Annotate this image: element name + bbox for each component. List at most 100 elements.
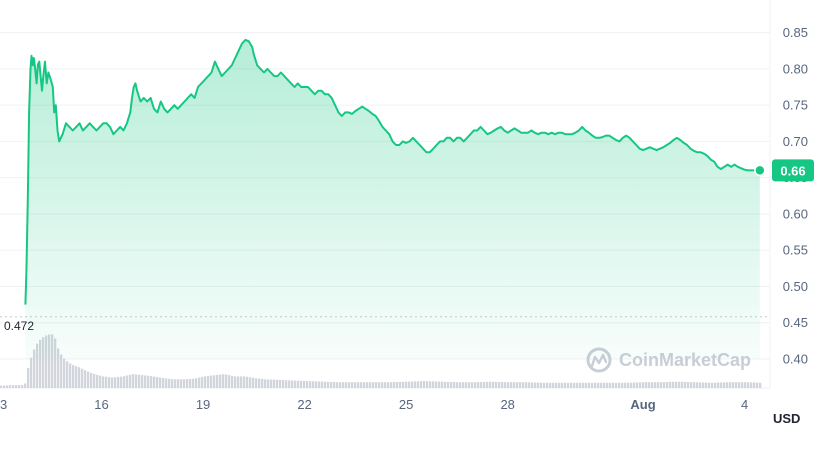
volume-bar — [561, 382, 564, 388]
volume-bar — [150, 376, 153, 388]
volume-bar — [267, 379, 270, 388]
volume-bar — [744, 382, 747, 388]
volume-bar — [462, 382, 465, 388]
volume-bar — [219, 374, 222, 388]
volume-bar — [72, 365, 75, 388]
volume-bar — [189, 378, 192, 388]
volume-bar — [348, 382, 351, 388]
volume-bar — [111, 377, 114, 388]
volume-bar — [33, 349, 36, 388]
volume-bar — [45, 335, 48, 388]
min-price-label: 0.472 — [4, 319, 34, 333]
y-tick-label: 0.55 — [783, 243, 808, 258]
volume-bar — [693, 382, 696, 388]
volume-bar — [153, 376, 156, 388]
volume-bar — [285, 380, 288, 388]
x-axis-ticks: 13 16 19 22 25 28 Aug 4 — [0, 397, 748, 412]
volume-bar — [141, 375, 144, 388]
volume-bar — [30, 357, 33, 388]
volume-bar — [405, 381, 408, 388]
y-tick-label: 0.70 — [783, 134, 808, 149]
volume-bar — [243, 376, 246, 388]
volume-bar — [327, 381, 330, 388]
price-line — [24, 38, 760, 305]
volume-bar — [234, 376, 237, 388]
volume-bar — [363, 382, 366, 388]
volume-bar — [156, 377, 159, 388]
volume-bar — [84, 370, 87, 388]
volume-bar — [606, 382, 609, 388]
volume-bar — [294, 380, 297, 388]
volume-bar — [597, 382, 600, 388]
volume-bar — [384, 382, 387, 388]
x-tick-label: 4 — [741, 397, 748, 412]
y-tick-label: 0.50 — [783, 279, 808, 294]
volume-bar — [627, 382, 630, 388]
volume-bar — [735, 382, 738, 388]
volume-bar — [78, 367, 81, 388]
volume-bar — [210, 375, 213, 388]
volume-bar — [399, 381, 402, 388]
volume-bar — [459, 382, 462, 388]
volume-bar — [495, 381, 498, 388]
volume-bar — [15, 385, 18, 388]
volume-bar — [702, 382, 705, 388]
volume-bar — [486, 381, 489, 388]
volume-bars — [0, 334, 762, 388]
volume-bar — [39, 339, 42, 388]
x-tick-label: Aug — [630, 397, 655, 412]
volume-bar — [375, 382, 378, 388]
volume-bar — [303, 380, 306, 388]
volume-bar — [759, 382, 762, 388]
volume-bar — [198, 377, 201, 388]
volume-bar — [339, 382, 342, 388]
volume-bar — [114, 377, 117, 388]
volume-bar — [465, 382, 468, 388]
volume-bar — [732, 382, 735, 388]
volume-bar — [402, 381, 405, 388]
volume-bar — [612, 382, 615, 388]
volume-bar — [147, 375, 150, 388]
volume-bar — [12, 385, 15, 388]
current-price-dot[interactable] — [754, 164, 766, 177]
volume-bar — [237, 376, 240, 388]
volume-bar — [360, 382, 363, 388]
volume-bar — [276, 379, 279, 388]
volume-bar — [396, 381, 399, 388]
volume-bar — [423, 381, 426, 388]
volume-bar — [513, 382, 516, 388]
volume-bar — [105, 376, 108, 388]
volume-bar — [171, 379, 174, 388]
volume-bar — [741, 382, 744, 388]
volume-bar — [471, 382, 474, 388]
volume-bar — [642, 382, 645, 388]
volume-bar — [435, 381, 438, 388]
x-tick-label: 19 — [196, 397, 210, 412]
volume-bar — [138, 374, 141, 388]
volume-bar — [300, 380, 303, 388]
volume-bar — [387, 382, 390, 388]
volume-bar — [717, 382, 720, 388]
volume-bar — [570, 382, 573, 388]
volume-bar — [546, 382, 549, 388]
current-price-badge: 0.66 — [772, 159, 814, 182]
volume-bar — [441, 381, 444, 388]
volume-bar — [501, 381, 504, 388]
volume-bar — [594, 382, 597, 388]
volume-bar — [318, 381, 321, 388]
volume-bar — [63, 358, 66, 388]
volume-bar — [330, 381, 333, 388]
volume-bar — [591, 382, 594, 388]
volume-bar — [555, 382, 558, 388]
volume-bar — [528, 382, 531, 388]
volume-bar — [117, 376, 120, 388]
volume-bar — [510, 382, 513, 388]
volume-bar — [207, 375, 210, 388]
volume-bar — [165, 378, 168, 388]
volume-bar — [630, 382, 633, 388]
y-tick-label: 0.60 — [783, 206, 808, 221]
x-tick-label: 16 — [94, 397, 108, 412]
volume-bar — [42, 337, 45, 388]
